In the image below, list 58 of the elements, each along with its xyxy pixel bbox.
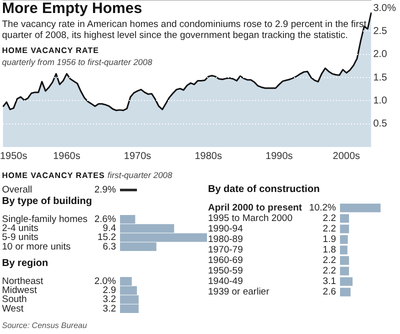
y-tick-label: Northeast (2, 276, 44, 287)
x-tick-label: 1980s (194, 150, 222, 162)
data-label: 6.3 (102, 241, 116, 252)
data-label: 9.4 (102, 223, 116, 234)
y-tick-label: 1990-94 (208, 224, 243, 235)
x-tick-label: 1950s (0, 150, 28, 162)
y-tick-label: 10 or more units (2, 241, 71, 252)
y-tick-label: 2.5 (373, 26, 388, 37)
x-tick-label: 1970s (124, 150, 152, 162)
data-label: 2.6% (94, 214, 117, 225)
y-tick-label: 1939 or earlier (208, 286, 270, 298)
y-tick-label: 2-4 units (2, 223, 39, 234)
data-label: 15.2 (98, 232, 116, 244)
y-tick-label: 1970-79 (208, 244, 243, 256)
text: By region (2, 258, 50, 271)
y-tick-label: 2.0 (373, 49, 388, 60)
y-tick-label: Midwest (2, 285, 38, 296)
text: The vacancy rate in American homes and condominiums rose to 2.9 percent in the first quarter of 2008, its highest level since the government began tracking the statistic. (2, 19, 367, 41)
data-label: 2.2 (322, 266, 336, 277)
data-label: 1.9 (322, 234, 336, 246)
y-tick-label: 1960-69 (208, 255, 243, 266)
source-note: Source: Census Bureau (2, 321, 88, 330)
data-label: 2.2 (322, 213, 336, 224)
data-label: 2.2 (322, 255, 336, 266)
text: HOME VACANCY RATES (2, 171, 105, 180)
annotation: HOME VACANCY RATE (2, 46, 99, 55)
x-tick-label: 1990s (266, 150, 293, 162)
y-tick-label: 5-9 units (2, 232, 39, 244)
data-label: 3.1 (322, 276, 336, 288)
y-tick-label: 1995 to March 2000 (208, 213, 293, 224)
y-tick-label: South (2, 294, 27, 306)
y-tick-label: 1950-59 (208, 266, 243, 277)
y-tick-label: Overall (2, 184, 32, 196)
data-label: 3.2 (102, 294, 116, 306)
data-label: 1.8 (322, 244, 336, 256)
y-tick-label: West (2, 303, 24, 314)
chart-title: By type of building (2, 196, 93, 209)
y-tick-label: 0.5 (373, 118, 388, 130)
data-label: 2.2 (322, 224, 336, 235)
text: first-quarter 2008 (108, 170, 172, 180)
x-tick-label: 2000s (332, 150, 360, 162)
data-label: 2.0% (94, 276, 117, 287)
y-tick-label: April 2000 to present (208, 202, 303, 214)
annotation: quarterly from 1956 to first-quarter 2008 (2, 57, 152, 67)
x-tick-label: 1960s (53, 150, 80, 162)
y-tick-label: 1.0 (373, 95, 388, 106)
data-label: 3.2 (102, 303, 116, 314)
y-tick-label: 1980-89 (208, 234, 243, 246)
y-tick-label: 3.0% (373, 2, 396, 14)
data-label: 2.9% (94, 184, 117, 196)
y-tick-label: Single-family homes (2, 214, 88, 225)
y-tick-label: 1.5 (373, 72, 388, 84)
data-label: 10.2% (309, 202, 337, 214)
data-label: 2.6 (322, 286, 336, 298)
data-label: 2.9 (102, 285, 116, 296)
chart-title: By date of construction (208, 184, 321, 197)
chart-title: More Empty Homes (2, 0, 142, 17)
y-tick-label: 1940-49 (208, 276, 243, 288)
